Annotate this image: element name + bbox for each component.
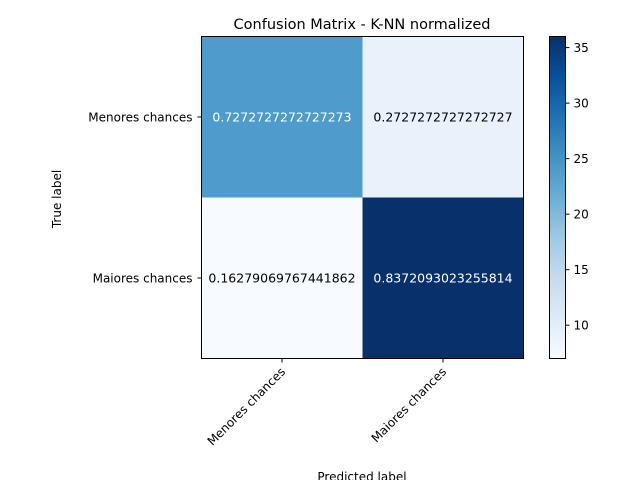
heatmap-cells — [201, 36, 524, 359]
chart-title: Confusion Matrix - K-NN normalized — [234, 17, 491, 33]
colorbar-gradient — [549, 36, 566, 359]
colorbar-tick-label: 15 — [574, 263, 589, 277]
heatmap-cell — [362, 36, 524, 198]
cell-annotations: 0.7272727272727273 0.2727272727272727 0.16… — [208, 110, 512, 286]
colorbar-tick-label: 10 — [574, 319, 589, 333]
cell-value-label: 0.8372093023255814 — [373, 271, 512, 286]
y-axis: Menores chances Maiores chances — [88, 111, 202, 286]
x-axis-label: Predicted label — [317, 470, 406, 480]
colorbar-tick-label: 25 — [574, 152, 589, 166]
x-tick-label: Maiores chances — [369, 365, 450, 446]
cell-value-label: 0.16279069767441862 — [208, 271, 355, 286]
colorbar: 10 15 20 25 30 35 — [549, 36, 589, 359]
y-axis-label: True label — [50, 170, 64, 229]
cell-value-label: 0.7272727272727273 — [212, 110, 351, 125]
cell-value-label: 0.2727272727272727 — [373, 110, 512, 125]
colorbar-ticks: 10 15 20 25 30 35 — [565, 41, 589, 333]
heatmap-cell — [362, 197, 524, 359]
x-axis: Menores chances Maiores chances — [205, 358, 450, 449]
plot-frame — [201, 36, 524, 359]
heatmap-cell — [201, 197, 363, 359]
colorbar-tick-label: 30 — [574, 97, 589, 111]
colorbar-tick-label: 35 — [574, 41, 589, 55]
y-tick-label: Maiores chances — [93, 272, 193, 286]
x-tick-label: Menores chances — [205, 365, 289, 449]
y-tick-label: Menores chances — [88, 111, 192, 125]
heatmap-cell — [201, 36, 363, 198]
colorbar-tick-label: 20 — [574, 208, 589, 222]
